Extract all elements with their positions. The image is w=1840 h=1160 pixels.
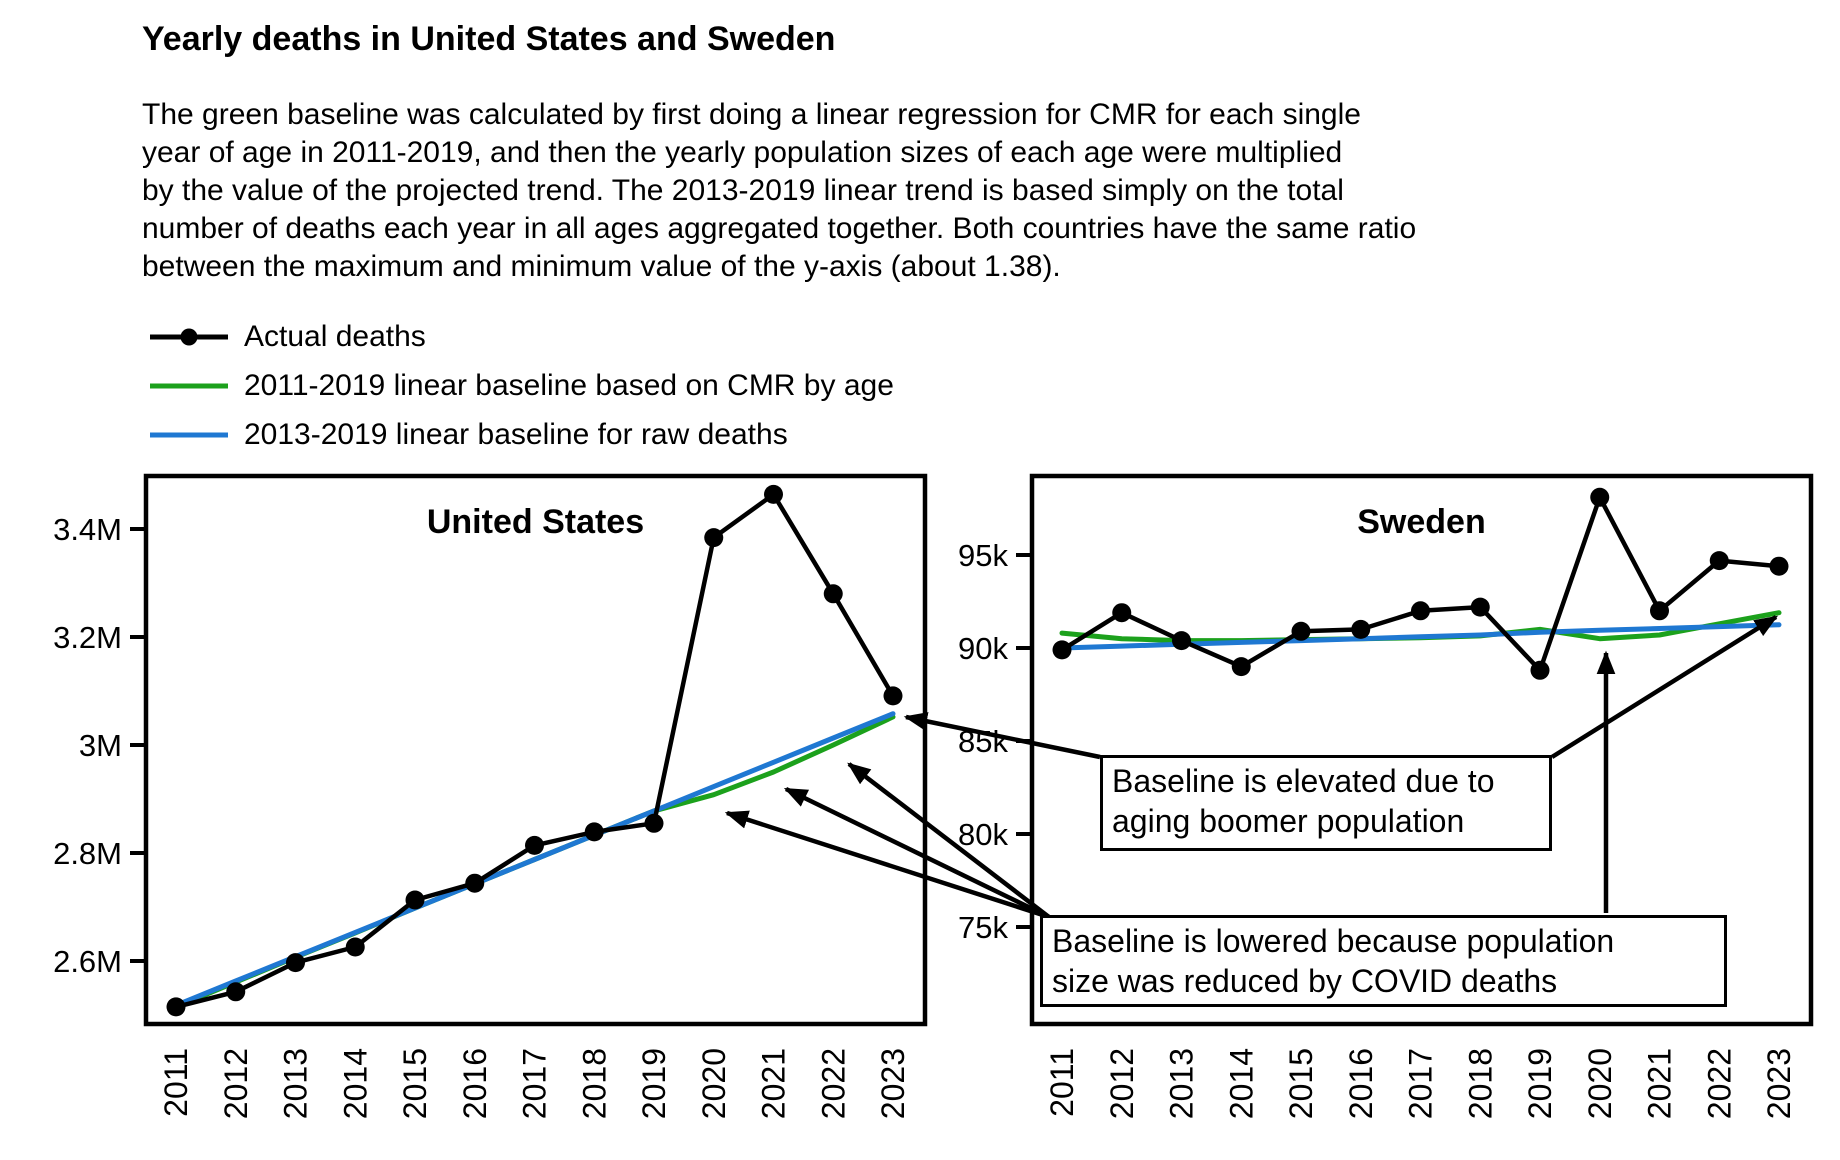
se-y-tick-label: 95k bbox=[958, 538, 1008, 573]
se-y-tick-label: 90k bbox=[958, 631, 1008, 666]
se-data-point-dot bbox=[1112, 603, 1132, 623]
actual-deaths-marker-icon bbox=[150, 318, 228, 356]
us-data-point-dot bbox=[764, 484, 783, 504]
annotation-line: aging boomer population bbox=[1112, 803, 1465, 839]
se-plot-title: Sweden bbox=[1357, 503, 1485, 541]
annotation-line: size was reduced by COVID deaths bbox=[1052, 963, 1558, 999]
us-data-point-dot bbox=[823, 584, 843, 604]
annotation-arrow bbox=[903, 712, 1101, 760]
se-x-tick-label: 2018 bbox=[1462, 1048, 1498, 1119]
description-line: by the value of the projected trend. The… bbox=[142, 174, 1344, 207]
page-title: Yearly deaths in United States and Swede… bbox=[142, 20, 836, 58]
us-data-point-dot bbox=[226, 982, 246, 1002]
us-y-tick-label: 2.8M bbox=[53, 836, 122, 871]
se-data-point-dot bbox=[1769, 556, 1789, 576]
legend-item-cmr-baseline: 2011-2019 linear baseline based on CMR b… bbox=[150, 367, 894, 405]
description-line: year of age in 2011-2019, and then the y… bbox=[142, 136, 1343, 169]
us-x-tick-label: 2013 bbox=[278, 1048, 314, 1119]
se-x-tick-label: 2023 bbox=[1761, 1048, 1797, 1119]
us-data-point-dot bbox=[405, 890, 425, 910]
green-line-marker-icon bbox=[150, 367, 228, 405]
us-plot-title: United States bbox=[427, 503, 644, 541]
se-data-point-dot bbox=[1172, 631, 1191, 651]
us-x-tick-label: 2020 bbox=[696, 1048, 732, 1119]
us-x-tick-label: 2011 bbox=[158, 1048, 194, 1117]
us-x-tick-label: 2018 bbox=[576, 1048, 612, 1119]
us-x-tick-label: 2017 bbox=[517, 1048, 553, 1119]
us-x-tick-label: 2022 bbox=[815, 1048, 851, 1119]
blue-line-marker-icon bbox=[150, 416, 228, 454]
us-y-tick-label: 3.2M bbox=[53, 620, 122, 655]
se-y-tick-label: 80k bbox=[958, 817, 1008, 852]
annotation-arrow bbox=[1550, 615, 1778, 759]
chart-description: The green baseline was calculated by fir… bbox=[142, 96, 1622, 286]
legend-label: 2011-2019 linear baseline based on CMR b… bbox=[244, 369, 894, 402]
annotation-box-baseline-lowered: Baseline is lowered because population s… bbox=[1040, 915, 1727, 1007]
description-line: between the maximum and minimum value of… bbox=[142, 250, 1061, 283]
se-data-point-dot bbox=[1411, 601, 1430, 621]
us-x-tick-label: 2016 bbox=[457, 1048, 493, 1119]
us-data-point-dot bbox=[704, 528, 724, 548]
us-y-tick-label: 2.6M bbox=[53, 944, 122, 979]
us-x-tick-label: 2021 bbox=[756, 1048, 792, 1119]
us-plot-frame bbox=[143, 473, 928, 1027]
us-data-point-dot bbox=[883, 686, 903, 706]
annotation-line: Baseline is lowered because population bbox=[1052, 923, 1615, 959]
annotation-arrow bbox=[783, 786, 1050, 920]
se-data-point-dot bbox=[1590, 487, 1610, 507]
se-x-tick-label: 2022 bbox=[1701, 1048, 1737, 1119]
us-data-point-dot bbox=[286, 953, 305, 973]
us-x-tick-label: 2012 bbox=[218, 1048, 254, 1119]
us-x-tick-label: 2019 bbox=[636, 1048, 672, 1119]
us-data-point-dot bbox=[525, 835, 544, 855]
se-x-tick-label: 2011 bbox=[1044, 1048, 1080, 1117]
us-x-tick-label: 2023 bbox=[875, 1048, 911, 1119]
legend-label: 2013-2019 linear baseline for raw deaths bbox=[244, 418, 788, 451]
se-data-point-dot bbox=[1530, 660, 1550, 680]
us-x-tick-label: 2014 bbox=[337, 1048, 373, 1119]
se-x-tick-label: 2020 bbox=[1582, 1048, 1618, 1119]
se-data-point-dot bbox=[1709, 551, 1729, 571]
se-data-point-dot bbox=[1231, 657, 1251, 677]
se-data-point-dot bbox=[1470, 597, 1490, 617]
us-x-tick-label: 2015 bbox=[397, 1048, 433, 1119]
us-y-tick-label: 3.4M bbox=[53, 512, 122, 547]
us-y-tick-label: 3M bbox=[79, 728, 122, 763]
se-data-point-dot bbox=[1052, 640, 1072, 660]
annotation-line: Baseline is elevated due to bbox=[1112, 763, 1495, 799]
annotation-box-baseline-elevated: Baseline is elevated due to aging boomer… bbox=[1100, 755, 1552, 851]
us-data-point-dot bbox=[644, 813, 664, 833]
se-plot-frame bbox=[1029, 473, 1814, 1027]
legend-item-actual-deaths: Actual deaths bbox=[150, 318, 426, 356]
se-x-tick-label: 2019 bbox=[1522, 1048, 1558, 1119]
se-x-tick-label: 2014 bbox=[1223, 1048, 1259, 1119]
se-x-tick-label: 2015 bbox=[1283, 1048, 1319, 1119]
se-x-tick-label: 2021 bbox=[1642, 1048, 1678, 1119]
us-data-point-dot bbox=[166, 997, 186, 1017]
se-data-point-dot bbox=[1650, 601, 1669, 621]
us-raw-baseline-line bbox=[173, 711, 896, 1008]
us-actual-deaths-line bbox=[175, 492, 895, 1010]
legend-label: Actual deaths bbox=[244, 320, 426, 353]
se-x-tick-label: 2013 bbox=[1164, 1048, 1200, 1119]
annotation-arrow bbox=[724, 810, 1050, 920]
description-line: The green baseline was calculated by fir… bbox=[142, 98, 1361, 131]
se-x-tick-label: 2016 bbox=[1343, 1048, 1379, 1119]
se-data-point-dot bbox=[1291, 621, 1311, 641]
legend-item-raw-baseline: 2013-2019 linear baseline for raw deaths bbox=[150, 416, 788, 454]
se-x-tick-label: 2012 bbox=[1104, 1048, 1140, 1119]
us-data-point-dot bbox=[345, 937, 365, 957]
annotation-arrow bbox=[847, 762, 1051, 919]
se-x-tick-label: 2017 bbox=[1403, 1048, 1439, 1119]
description-line: number of deaths each year in all ages a… bbox=[142, 212, 1417, 245]
us-data-point-dot bbox=[584, 822, 604, 842]
se-data-point-dot bbox=[1351, 619, 1371, 639]
us-data-point-dot bbox=[465, 873, 485, 893]
se-y-tick-label: 75k bbox=[958, 910, 1008, 945]
